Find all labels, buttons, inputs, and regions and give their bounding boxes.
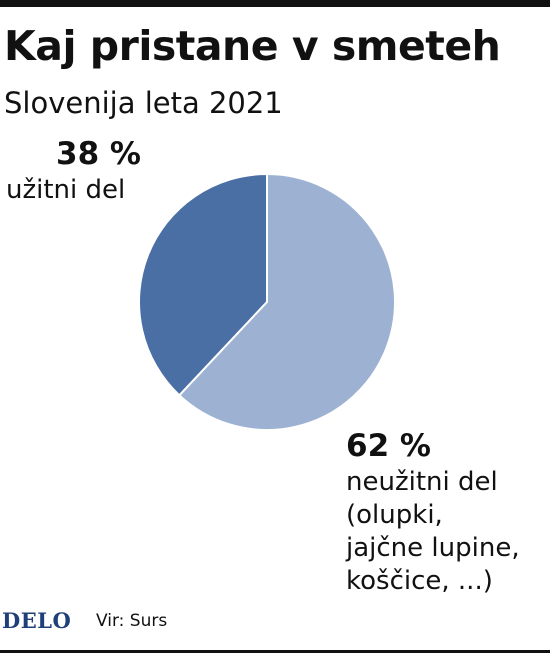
chart-subtitle: Slovenija leta 2021 — [4, 86, 283, 120]
slice-name-inedible-line: jajčne lupine, — [346, 533, 520, 563]
delo-logo: DELO — [2, 608, 72, 633]
chart-title: Kaj pristane v smeteh — [4, 22, 501, 70]
pie-slice-inedible — [177, 172, 396, 431]
pie-slice-edible — [138, 172, 268, 397]
slice-name-edible-line: užitni del — [6, 175, 126, 205]
source-note: Vir: Surs — [96, 611, 168, 631]
slice-label-edible: 38 % užitni del — [6, 134, 141, 207]
bottom-rule — [0, 650, 550, 653]
slice-value-inedible: 62 % — [346, 428, 431, 464]
top-rule — [0, 0, 550, 7]
slice-value-edible: 38 % — [56, 136, 141, 172]
slice-label-inedible: 62 % neužitni del (olupki, jajčne lupine… — [346, 426, 520, 598]
slice-name-inedible-line: (olupki, — [346, 500, 443, 530]
slice-name-inedible-line: neužitni del — [346, 467, 498, 497]
slice-name-inedible-line: koščice, ...) — [346, 566, 493, 596]
